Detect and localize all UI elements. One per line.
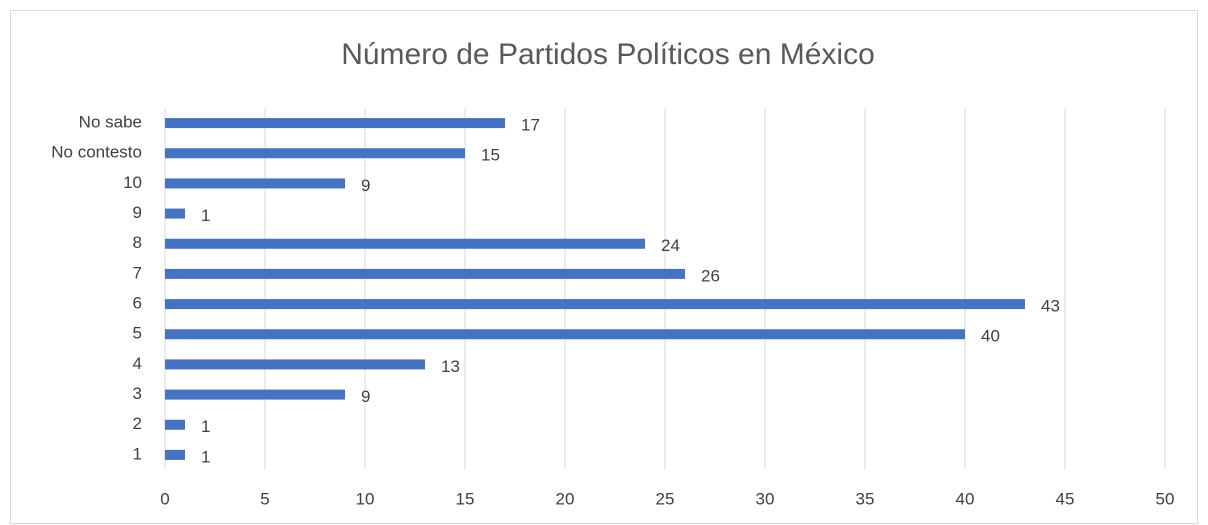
bar <box>165 208 185 219</box>
x-tick-label: 35 <box>856 489 875 508</box>
bar <box>165 178 345 189</box>
bar <box>165 449 185 460</box>
x-tick-label: 5 <box>260 489 269 508</box>
bar <box>165 118 505 129</box>
x-tick-label: 45 <box>1056 489 1075 508</box>
y-tick-label: 2 <box>133 414 142 433</box>
y-tick-label: 6 <box>133 294 142 313</box>
x-tick-label: 20 <box>556 489 575 508</box>
bar <box>165 268 685 279</box>
bar <box>165 329 965 340</box>
data-label: 17 <box>521 116 540 135</box>
data-label: 1 <box>201 447 210 466</box>
data-label: 43 <box>1041 297 1060 316</box>
data-label: 1 <box>201 417 210 436</box>
x-tick-label: 30 <box>756 489 775 508</box>
y-tick-label: 4 <box>133 354 142 373</box>
chart-border <box>10 10 1198 524</box>
data-label: 15 <box>481 146 500 165</box>
bar <box>165 238 645 249</box>
x-tick-label: 40 <box>956 489 975 508</box>
y-tick-label: 5 <box>133 324 142 343</box>
y-tick-label: 7 <box>133 263 142 282</box>
data-label: 24 <box>661 236 680 255</box>
chart-title: Número de Partidos Políticos en México <box>341 38 875 71</box>
x-tick-label: 15 <box>456 489 475 508</box>
y-tick-label: 3 <box>133 384 142 403</box>
data-label: 1 <box>201 206 210 225</box>
bar <box>165 419 185 430</box>
data-label: 26 <box>701 266 720 285</box>
y-tick-label: 9 <box>133 203 142 222</box>
y-tick-label: 1 <box>133 444 142 463</box>
y-tick-label: 10 <box>123 173 142 192</box>
y-tick-label: No sabe <box>79 113 142 132</box>
data-label: 9 <box>361 176 370 195</box>
x-tick-label: 50 <box>1156 489 1175 508</box>
y-tick-label: 8 <box>133 233 142 252</box>
bar <box>165 359 425 370</box>
data-label: 13 <box>441 357 460 376</box>
data-label: 40 <box>981 327 1000 346</box>
bar <box>165 148 465 159</box>
x-tick-label: 25 <box>656 489 675 508</box>
x-tick-label: 10 <box>356 489 375 508</box>
bar <box>165 299 1025 310</box>
y-tick-label: No contesto <box>51 143 142 162</box>
data-label: 9 <box>361 387 370 406</box>
x-tick-label: 0 <box>160 489 169 508</box>
bar <box>165 389 345 400</box>
